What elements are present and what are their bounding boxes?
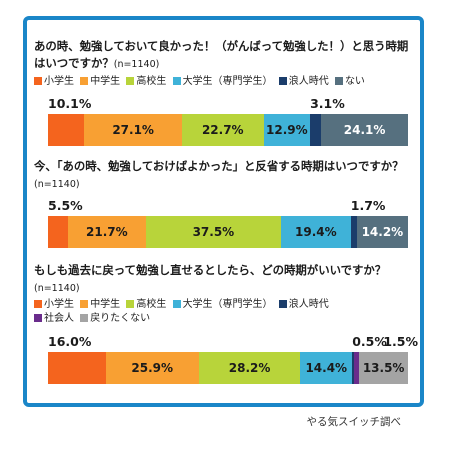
chart-frame xyxy=(23,16,424,407)
legend-swatch xyxy=(80,299,89,308)
stacked-bar-1: 27.1% 22.7% 12.9% 24.1% xyxy=(48,114,408,146)
legend-item: 浪人時代 xyxy=(278,298,329,312)
data-label: 3.1% xyxy=(310,96,345,111)
stacked-bar-2: 21.7% 37.5% 19.4% 14.2% xyxy=(48,216,408,248)
legend-swatch xyxy=(172,299,181,308)
legend-item: 戻りたくない xyxy=(80,312,150,326)
legend-swatch xyxy=(172,76,181,85)
legend-swatch xyxy=(34,313,42,322)
data-label: 28.2% xyxy=(228,361,271,375)
question-1-title: あの時、勉強しておいて良かった！（がんばって勉強した！）と思う時期はいつですか？… xyxy=(34,39,409,70)
legend-swatch xyxy=(126,76,135,85)
legend-item: 大学生（専門学生） xyxy=(172,298,273,312)
legend-1: 小学生 中学生 高校生 大学生（専門学生） 浪人時代 ない xyxy=(34,75,414,89)
data-label: 22.7% xyxy=(201,123,244,137)
legend-3: 小学生 中学生 高校生 大学生（専門学生） 浪人時代 社会人 戻りたくない xyxy=(34,298,414,326)
bar-segment: 14.2% xyxy=(356,216,408,248)
data-label: 16.0% xyxy=(48,334,92,349)
data-label: 12.9% xyxy=(266,123,308,137)
legend-swatch xyxy=(34,76,42,85)
bar-segment xyxy=(48,216,68,248)
data-label: 19.4% xyxy=(295,225,337,239)
data-label: 1.5% xyxy=(383,334,418,349)
bar-segment: 24.1% xyxy=(321,114,408,146)
bar-segment xyxy=(48,352,106,384)
bar-segment: 25.9% xyxy=(105,352,199,384)
legend-item: 中学生 xyxy=(80,75,120,89)
credit-text: やる気スイッチ調べ xyxy=(306,416,402,428)
bar-segment: 37.5% xyxy=(145,216,281,248)
data-label: 27.1% xyxy=(112,123,154,137)
question-3-title: もしも過去に戻って勉強し直せるとしたら、どの時期がいいですか？(n=1140) xyxy=(34,263,387,294)
legend-item: ない xyxy=(334,75,365,89)
data-label: 25.9% xyxy=(131,361,174,375)
data-label: 1.7% xyxy=(350,198,386,213)
legend-swatch xyxy=(80,76,89,85)
legend-swatch xyxy=(334,76,343,85)
data-label: 10.1% xyxy=(48,96,92,111)
data-label: 21.7% xyxy=(86,225,128,239)
data-label: 13.5% xyxy=(362,361,405,375)
bar-segment: 12.9% xyxy=(263,114,311,146)
legend-swatch xyxy=(278,299,287,308)
data-label: 5.5% xyxy=(48,198,83,213)
legend-swatch xyxy=(34,299,42,308)
bar-segment: 28.2% xyxy=(198,352,301,384)
legend-swatch xyxy=(278,76,287,85)
legend-item: 大学生（専門学生） xyxy=(172,75,273,89)
legend-item: 小学生 xyxy=(34,298,74,312)
bar-segment xyxy=(310,114,322,146)
data-label: 14.4% xyxy=(305,361,348,375)
legend-item: 高校生 xyxy=(126,298,166,312)
bar-segment: 19.4% xyxy=(280,216,351,248)
bar-segment xyxy=(350,216,357,248)
bar-segment: 22.7% xyxy=(181,114,264,146)
bar-segment: 21.7% xyxy=(67,216,146,248)
data-label: 14.2% xyxy=(361,225,404,239)
legend-item: 社会人 xyxy=(34,312,74,326)
legend-swatch xyxy=(126,299,135,308)
data-label: 24.1% xyxy=(343,123,386,137)
bar-segment xyxy=(48,114,85,146)
legend-item: 高校生 xyxy=(126,75,166,89)
legend-item: 中学生 xyxy=(80,298,120,312)
stacked-bar-3: 25.9% 28.2% 14.4% 13.5% xyxy=(48,352,408,384)
bar-segment: 13.5% xyxy=(359,352,408,384)
legend-item: 小学生 xyxy=(34,75,74,89)
question-2-title: 今、「あの時、勉強しておけばよかった」と反省する時期はいつですか？(n=1140… xyxy=(34,159,404,190)
bar-segment xyxy=(352,352,354,384)
legend-item: 浪人時代 xyxy=(278,75,329,89)
bar-segment xyxy=(353,352,360,384)
bar-segment: 14.4% xyxy=(300,352,353,384)
data-label: 0.5% xyxy=(352,334,387,349)
bar-segment: 27.1% xyxy=(84,114,182,146)
data-label: 37.5% xyxy=(192,225,235,239)
legend-swatch xyxy=(80,313,89,322)
